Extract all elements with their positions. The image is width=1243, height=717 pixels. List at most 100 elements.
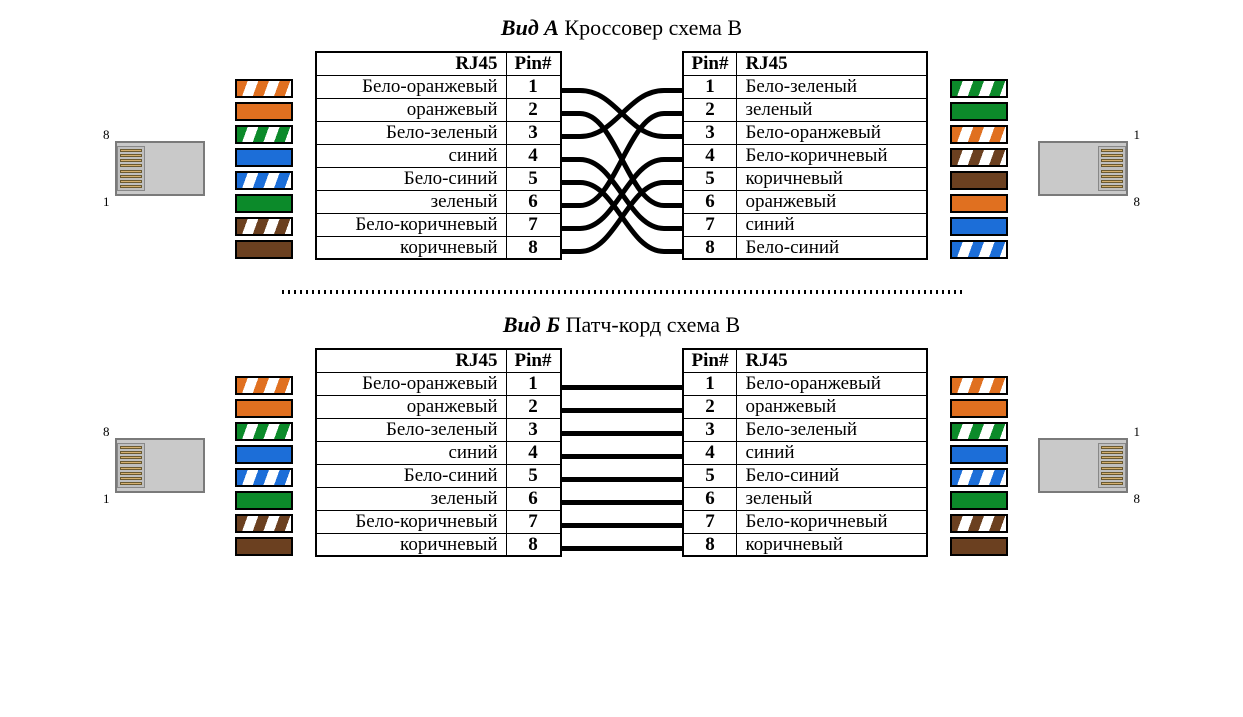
table-row: Бело-синий5: [316, 167, 560, 190]
wire-connections: [562, 79, 682, 263]
table-row: Бело-зеленый3: [316, 121, 560, 144]
plug-pin-8-label: 8: [103, 424, 110, 440]
swatch-3: [950, 125, 1008, 144]
title-prefix: Вид Б: [503, 312, 560, 337]
pin-cell: 3: [683, 121, 737, 144]
header-rj45: RJ45: [316, 52, 506, 75]
color-cell: синий: [737, 441, 927, 464]
swatch-6: [950, 491, 1008, 510]
color-cell: коричневый: [316, 533, 506, 556]
swatch-7: [950, 217, 1008, 236]
table-row: 6зеленый: [683, 487, 927, 510]
swatch-4: [235, 148, 293, 167]
swatch-6: [950, 194, 1008, 213]
plug-pin-1-label: 1: [1133, 127, 1140, 143]
pin-cell: 2: [683, 98, 737, 121]
plug-pin-8-label: 8: [1133, 491, 1140, 507]
table-row: 1Бело-зеленый: [683, 75, 927, 98]
pin-cell: 5: [683, 464, 737, 487]
pin-cell: 5: [683, 167, 737, 190]
color-cell: зеленый: [737, 487, 927, 510]
table-row: 4Бело-коричневый: [683, 144, 927, 167]
rj45-plug-icon: 18: [115, 438, 205, 493]
pin-cell: 5: [506, 464, 560, 487]
header-pin: RJ45: [737, 349, 927, 372]
color-cell: Бело-зеленый: [737, 75, 927, 98]
table-row: 8коричневый: [683, 533, 927, 556]
table-row: Бело-синий5: [316, 464, 560, 487]
diagram-B: Вид Б Патч-корд схема В18RJ45Pin#Бело-ор…: [10, 312, 1233, 557]
pin-cell: 8: [506, 236, 560, 259]
table-row: 3Бело-оранжевый: [683, 121, 927, 144]
table-row: Бело-зеленый3: [316, 418, 560, 441]
pin-cell: 8: [683, 236, 737, 259]
color-cell: Бело-оранжевый: [737, 121, 927, 144]
swatch-5: [950, 171, 1008, 190]
pin-cell: 2: [506, 98, 560, 121]
swatch-5: [950, 468, 1008, 487]
color-cell: Бело-коричневый: [316, 213, 506, 236]
swatch-2: [950, 102, 1008, 121]
table-row: 3Бело-зеленый: [683, 418, 927, 441]
plug-pin-1-label: 1: [1133, 424, 1140, 440]
pin-cell: 2: [506, 395, 560, 418]
left-pinout-table: RJ45Pin#Бело-оранжевый1оранжевый2Бело-зе…: [315, 348, 561, 557]
wires: [562, 348, 682, 556]
swatch-8: [235, 240, 293, 259]
table-row: Бело-оранжевый1: [316, 372, 560, 395]
table-row: синий4: [316, 441, 560, 464]
diagram-A: Вид А Кроссовер схема В18RJ45Pin#Бело-ор…: [10, 15, 1233, 260]
pin-cell: 6: [683, 190, 737, 213]
pin-cell: 4: [683, 144, 737, 167]
left-pinout-table: RJ45Pin#Бело-оранжевый1оранжевый2Бело-зе…: [315, 51, 561, 260]
swatch-1: [235, 376, 293, 395]
pin-cell: 4: [506, 441, 560, 464]
table-row: оранжевый2: [316, 98, 560, 121]
swatch-6: [235, 194, 293, 213]
table-row: 6оранжевый: [683, 190, 927, 213]
table-row: Бело-коричневый7: [316, 213, 560, 236]
header-rj45: Pin#: [683, 349, 737, 372]
pin-cell: 3: [506, 418, 560, 441]
color-cell: Бело-коричневый: [316, 510, 506, 533]
rj45-plug-icon: 18: [1038, 141, 1128, 196]
swatch-5: [235, 171, 293, 190]
color-cell: синий: [316, 441, 506, 464]
table-row: синий4: [316, 144, 560, 167]
swatch-2: [950, 399, 1008, 418]
swatch-8: [950, 240, 1008, 259]
color-cell: Бело-коричневый: [737, 510, 927, 533]
swatch-4: [235, 445, 293, 464]
table-row: коричневый8: [316, 236, 560, 259]
header-rj45: RJ45: [316, 349, 506, 372]
swatch-1: [950, 79, 1008, 98]
color-cell: оранжевый: [737, 190, 927, 213]
swatch-7: [950, 514, 1008, 533]
title-prefix: Вид А: [501, 15, 559, 40]
right-swatch-column: [950, 51, 1008, 259]
wires: [562, 51, 682, 259]
color-cell: коричневый: [737, 167, 927, 190]
pin-cell: 6: [506, 487, 560, 510]
pin-cell: 7: [683, 510, 737, 533]
table-row: коричневый8: [316, 533, 560, 556]
pin-cell: 4: [506, 144, 560, 167]
pin-cell: 8: [506, 533, 560, 556]
swatch-1: [235, 79, 293, 98]
color-cell: Бело-оранжевый: [316, 372, 506, 395]
pin-cell: 3: [506, 121, 560, 144]
swatch-6: [235, 491, 293, 510]
color-cell: коричневый: [737, 533, 927, 556]
color-cell: Бело-синий: [316, 167, 506, 190]
swatch-1: [950, 376, 1008, 395]
color-cell: оранжевый: [316, 98, 506, 121]
separator: [282, 290, 962, 294]
diagram-row: 18RJ45Pin#Бело-оранжевый1оранжевый2Бело-…: [10, 348, 1233, 557]
table-row: зеленый6: [316, 190, 560, 213]
pin-cell: 1: [683, 75, 737, 98]
diagram-title: Вид Б Патч-корд схема В: [10, 312, 1233, 338]
color-cell: коричневый: [316, 236, 506, 259]
swatch-2: [235, 399, 293, 418]
color-cell: синий: [737, 213, 927, 236]
pin-cell: 5: [506, 167, 560, 190]
